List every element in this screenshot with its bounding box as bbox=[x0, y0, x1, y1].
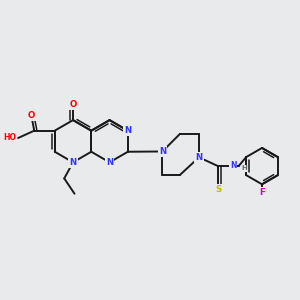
Text: N: N bbox=[159, 147, 166, 156]
Text: O: O bbox=[69, 100, 76, 109]
Text: N: N bbox=[195, 153, 203, 162]
Text: S: S bbox=[215, 185, 221, 194]
Text: H: H bbox=[241, 166, 247, 172]
Text: F: F bbox=[259, 188, 265, 197]
Text: N: N bbox=[106, 158, 113, 167]
Text: HO: HO bbox=[4, 134, 17, 142]
Text: O: O bbox=[28, 111, 35, 120]
Text: N: N bbox=[124, 126, 131, 135]
Text: N: N bbox=[70, 158, 76, 167]
Text: N: N bbox=[230, 161, 236, 170]
